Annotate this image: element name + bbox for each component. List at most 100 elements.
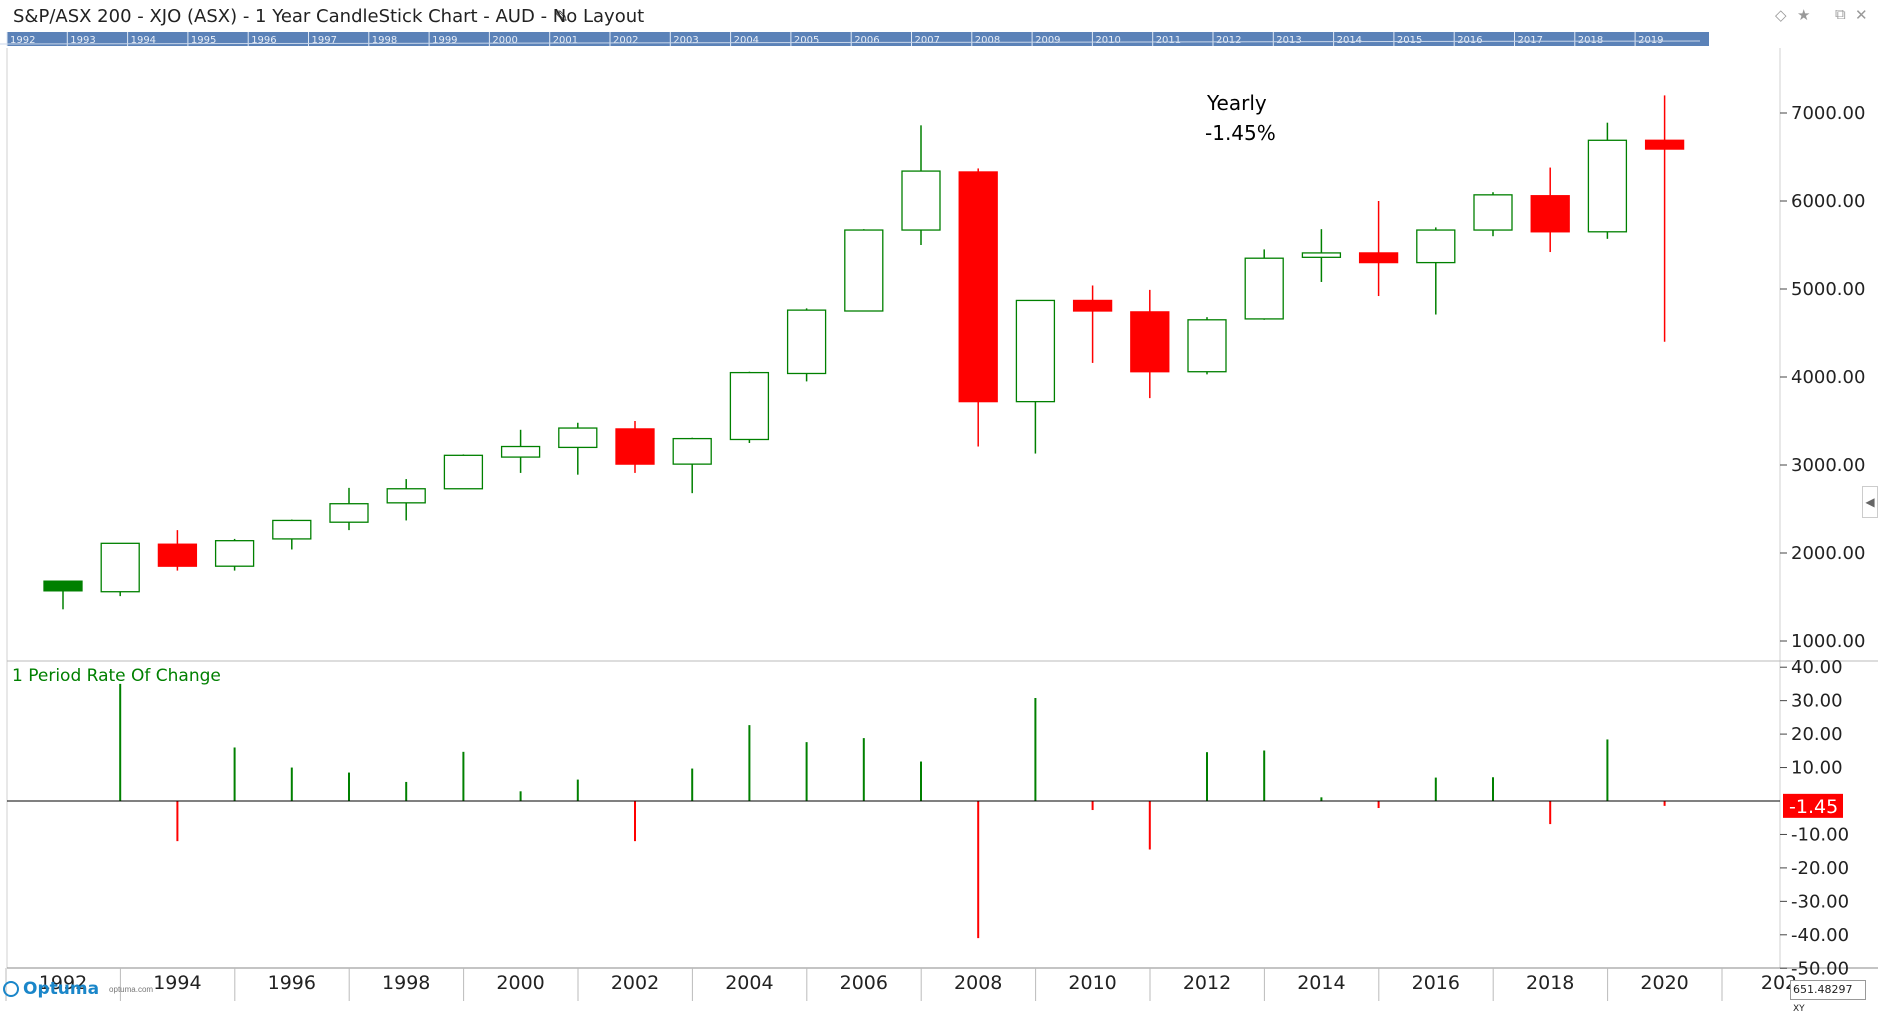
x-axis-label: 202	[1761, 972, 1797, 994]
x-axis-label: 2006	[840, 972, 888, 994]
candle-body	[100, 542, 140, 593]
candle-body	[1530, 195, 1570, 233]
price-y-tick-label: 6000.00	[1791, 191, 1865, 212]
brand-name: Optuma	[23, 979, 100, 999]
candle-body	[1416, 229, 1456, 264]
optuma-logo-icon	[3, 981, 19, 997]
roc-y-tick-label: 10.00	[1791, 758, 1843, 779]
candle-body	[729, 371, 770, 441]
x-axis-label: 2016	[1412, 972, 1460, 994]
candle-body	[43, 580, 83, 592]
candle-body	[558, 427, 598, 449]
navigator-strip[interactable]	[7, 32, 1709, 46]
close-icon[interactable]: ✕	[1855, 7, 1868, 24]
navigator-year-label: 1993	[70, 35, 95, 46]
roc-y-tick-label: 40.00	[1791, 657, 1843, 678]
edit-icon[interactable]: ✎	[555, 9, 569, 26]
roc-y-tick-label: 20.00	[1791, 724, 1843, 745]
price-y-tick-label: 7000.00	[1791, 103, 1865, 124]
navigator-year-label: 2006	[854, 35, 879, 46]
brand-url: optuma.com	[109, 984, 154, 994]
navigator-year-label: 1999	[432, 35, 457, 46]
candle-body	[1072, 299, 1113, 312]
navigator-year-label: 2000	[492, 35, 517, 46]
navigator-year-label: 2008	[975, 35, 1000, 46]
last-value-badge	[1783, 793, 1843, 818]
candle-body	[1473, 194, 1513, 231]
roc-y-tick-label: 30.00	[1791, 691, 1843, 712]
navigator-year-label: 2012	[1216, 35, 1241, 46]
x-axis-label: 2014	[1297, 972, 1345, 994]
x-axis-label: 2000	[496, 972, 544, 994]
brand-logo: Optuma optuma.com	[3, 978, 153, 1000]
x-axis-label: 1992	[39, 972, 87, 994]
navigator-year-label: 2007	[915, 35, 940, 46]
roc-pane	[119, 683, 1666, 939]
navigator-year-label: 2016	[1457, 35, 1482, 46]
navigator-year-label: 2003	[673, 35, 698, 46]
navigator-year-label: 2015	[1397, 35, 1422, 46]
restore-icon[interactable]: ⧉	[1835, 6, 1846, 23]
navigator-year-label: 1998	[372, 35, 397, 46]
navigator-year-label: 2004	[734, 35, 759, 46]
price-pane	[43, 95, 1685, 610]
navigator-labels: 1992 1993 1994 1995 1996 1997 1998 1999 2000 2001…	[0, 32, 1701, 46]
chart-title: S&P/ASX 200 - XJO (ASX) - 1 Year CandleS…	[13, 6, 645, 27]
roc-y-tick-label: -10.00	[1791, 824, 1849, 845]
pin-icon[interactable]: ★	[1797, 7, 1811, 24]
candle-body	[1358, 252, 1399, 264]
yearly-annotation-label: Yearly	[1206, 91, 1267, 115]
xy-label: XY	[1793, 1004, 1805, 1014]
yearly-annotation-value: -1.45%	[1205, 121, 1276, 145]
roc-y-tick-label: -50.00	[1791, 958, 1849, 979]
axes: 1000.00 2000.00 3000.00 4000.00 5000.00 6000.…	[5, 48, 1878, 1001]
navigator-year-label: 2011	[1156, 35, 1181, 46]
candle-body	[500, 445, 541, 458]
navigator-year-label: 2018	[1578, 35, 1603, 46]
navigator-year-label: 1994	[131, 35, 156, 46]
candle-body	[443, 454, 484, 490]
roc-y-tick-label: -40.00	[1791, 925, 1849, 946]
candle-body	[386, 488, 426, 504]
x-axis-label: 2012	[1183, 972, 1231, 994]
x-axis-label: 2002	[611, 972, 659, 994]
x-axis-label: 2004	[725, 972, 773, 994]
navigator-year-label: 2019	[1638, 35, 1663, 46]
candle-body	[844, 229, 884, 312]
navigator-year-label: 1992	[10, 35, 35, 46]
candle-body	[272, 519, 312, 540]
coordinate-readout[interactable]: 651.48297 XY	[1790, 980, 1866, 1014]
panel-collapse-arrow[interactable]: ◀	[1862, 486, 1878, 518]
candle-body	[1187, 319, 1227, 373]
price-y-tick-label: 5000.00	[1791, 279, 1865, 300]
navigator-year-label: 1997	[312, 35, 337, 46]
candle-body	[1301, 252, 1342, 258]
x-axis-label: 1998	[382, 972, 430, 994]
candle-body	[1644, 139, 1685, 150]
x-axis-label: 1994	[153, 972, 201, 994]
price-y-tick-label: 1000.00	[1791, 631, 1865, 652]
candle-body	[157, 543, 198, 567]
navigator-year-label: 2001	[553, 35, 578, 46]
navigator-year-label: 1996	[251, 35, 276, 46]
roc-y-tick-label: -20.00	[1791, 858, 1849, 879]
navigator-year-label: 2010	[1095, 35, 1120, 46]
candle-body	[1015, 299, 1056, 403]
price-y-tick-label: 2000.00	[1791, 543, 1865, 564]
candle-body	[1587, 139, 1628, 233]
candle-body	[786, 309, 827, 375]
roc-pane-title: 1 Period Rate Of Change	[12, 666, 221, 686]
price-y-tick-label: 3000.00	[1791, 455, 1865, 476]
diamond-icon[interactable]: ◇	[1775, 7, 1787, 24]
navigator-year-label: 2013	[1276, 35, 1301, 46]
x-axis-label: 1996	[268, 972, 316, 994]
x-axis-label: 2008	[954, 972, 1002, 994]
title-bar: S&P/ASX 200 - XJO (ASX) - 1 Year CandleS…	[0, 0, 1878, 32]
navigator-year-label: 2002	[613, 35, 638, 46]
roc-y-tick-label: -30.00	[1791, 891, 1849, 912]
candle-body	[214, 540, 255, 567]
candle-body	[1244, 257, 1284, 320]
candle-body	[672, 437, 712, 465]
navigator-year-label: 2014	[1337, 35, 1362, 46]
